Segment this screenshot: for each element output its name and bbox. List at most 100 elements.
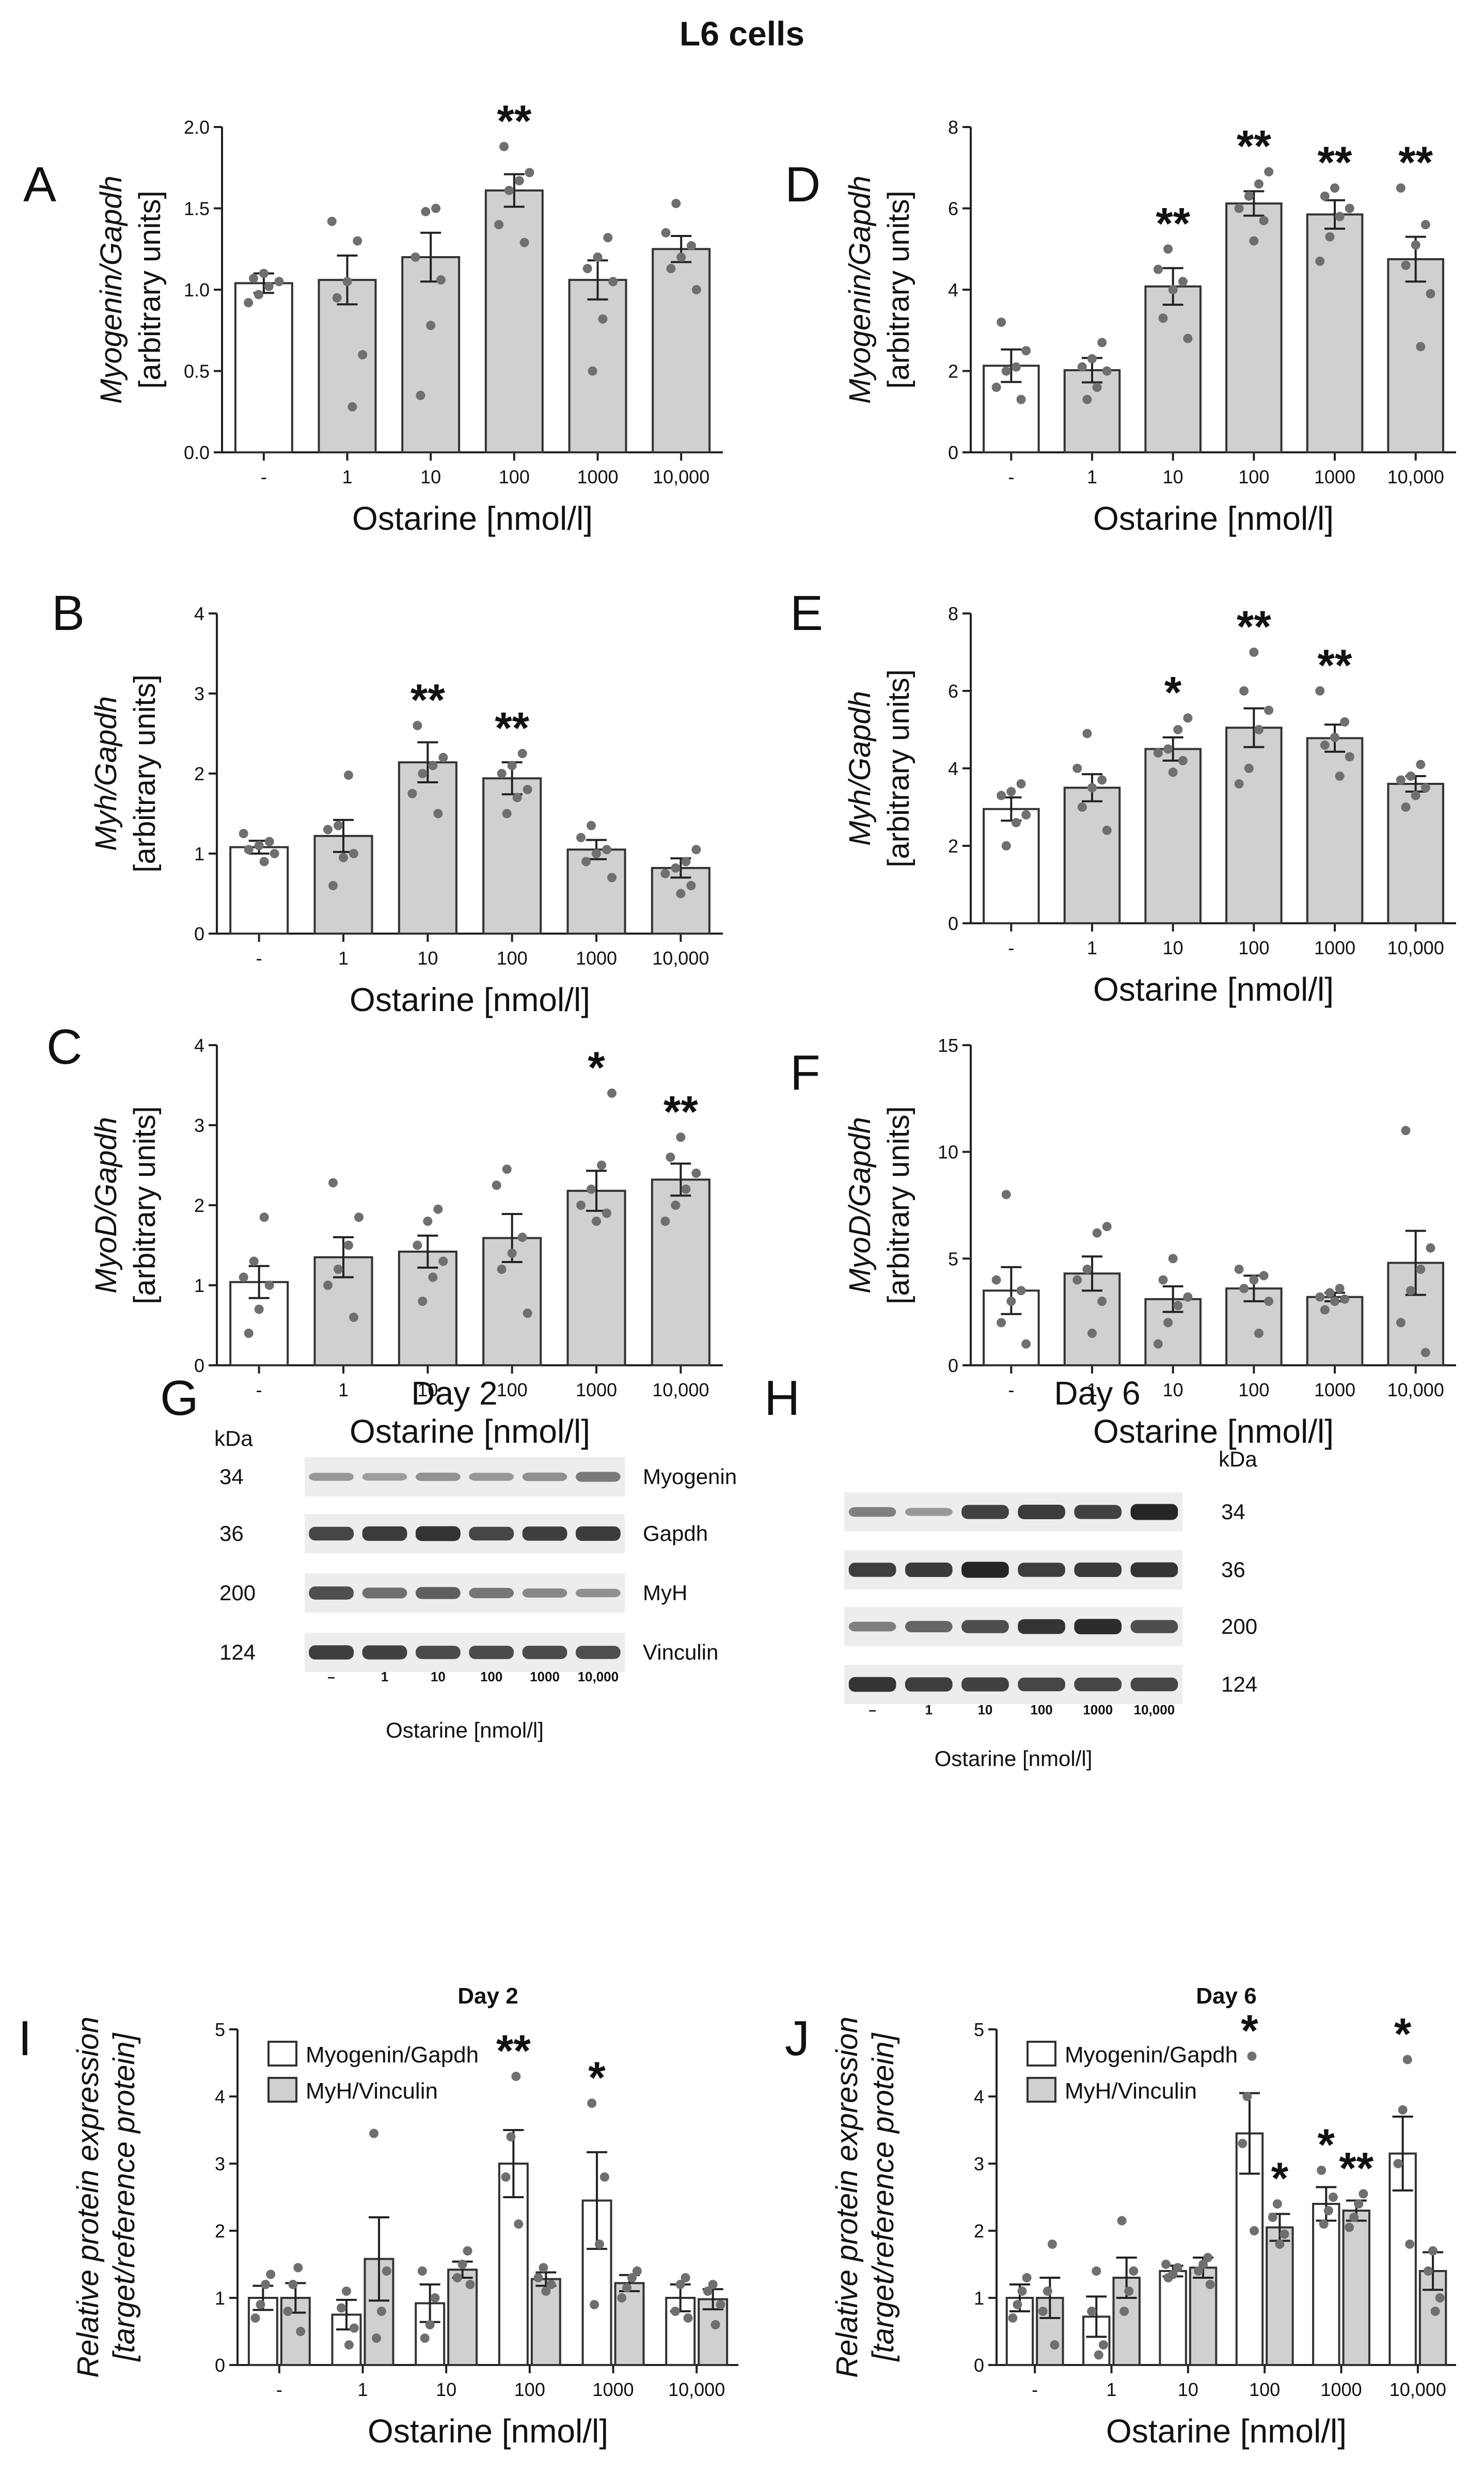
chart-panel-j: 0 1 2 3 4 5 - 1 10 100 1000 10,000 Ostarine [nmol/l]…	[785, 1983, 1456, 2450]
y-axis-units: [arbitrary units]	[882, 191, 915, 389]
data-point	[244, 845, 254, 855]
data-point	[256, 2300, 265, 2309]
data-point	[541, 2287, 551, 2296]
protein-label: Vinculin	[643, 1640, 718, 1664]
data-point	[1345, 2222, 1354, 2232]
data-point	[1205, 2280, 1215, 2289]
data-point	[1038, 2307, 1048, 2316]
blot-band	[848, 1507, 896, 1517]
data-point	[1272, 2199, 1282, 2209]
significance-marker: **	[1398, 138, 1433, 187]
blot-band	[522, 1646, 567, 1659]
x-tick-label: 10	[436, 2379, 456, 2400]
western-blot-g: G Day 2 kDa 34 Myogenin 36 Gapdh 200 MyH 124 Vincu…	[160, 1370, 737, 1742]
bar	[401, 256, 461, 453]
bar	[1159, 2270, 1187, 2366]
data-point	[334, 821, 343, 830]
data-point	[1183, 713, 1193, 723]
data-point	[1097, 1297, 1107, 1306]
legend-label: Myogenin/Gapdh	[306, 2042, 479, 2068]
data-point	[293, 2263, 303, 2273]
data-point	[506, 2132, 516, 2141]
data-point	[1087, 783, 1097, 793]
data-point	[582, 264, 592, 274]
data-point	[413, 721, 422, 730]
data-point	[1430, 2307, 1440, 2316]
data-point	[627, 2273, 637, 2282]
blot-band	[362, 1473, 407, 1481]
lane-label: –	[869, 1702, 876, 1717]
data-point	[517, 1233, 527, 1242]
bar	[398, 761, 457, 935]
data-point	[603, 233, 613, 243]
kda-marker: 34	[219, 1464, 244, 1489]
y-axis-label: MyoD/Gapdh	[843, 1117, 877, 1294]
data-point	[1393, 2159, 1403, 2168]
data-point	[1320, 1305, 1330, 1315]
x-tick-label: -	[256, 948, 262, 969]
data-point	[691, 1169, 701, 1178]
data-point	[991, 1275, 1001, 1285]
blot-band	[848, 1677, 896, 1692]
data-point	[1239, 1284, 1249, 1294]
data-point	[1092, 2266, 1101, 2276]
blot-band	[575, 1472, 621, 1482]
bar	[983, 808, 1040, 924]
y-axis-label: Myogenin/Gapdh	[94, 176, 128, 404]
data-point	[660, 1217, 670, 1226]
data-point	[259, 857, 269, 866]
data-point	[1402, 2055, 1412, 2064]
blot-band	[415, 1472, 461, 1481]
blot-strip	[844, 1665, 1182, 1704]
data-point	[1168, 767, 1178, 777]
data-point	[1158, 1275, 1168, 1285]
data-point	[418, 769, 428, 778]
data-point	[1119, 2307, 1129, 2316]
data-point	[1102, 366, 1112, 376]
data-point	[596, 1160, 606, 1170]
data-point	[337, 2303, 346, 2313]
blot-strip	[305, 1514, 625, 1553]
kda-marker: 124	[219, 1640, 256, 1664]
data-point	[691, 285, 701, 294]
bar	[1306, 213, 1364, 453]
data-point	[436, 275, 446, 285]
x-tick-label: 1000	[1320, 2379, 1362, 2400]
x-tick-label: -	[1008, 466, 1014, 487]
blot-band	[309, 1586, 354, 1600]
panel-label: F	[790, 1045, 820, 1100]
x-axis-label: Ostarine [nmol/l]	[352, 500, 593, 537]
significance-marker: *	[588, 1043, 605, 1093]
blot-band	[905, 1508, 953, 1516]
data-point	[342, 277, 352, 287]
data-point	[1411, 791, 1420, 800]
blot-band	[1018, 1504, 1065, 1520]
data-point	[452, 2273, 462, 2282]
data-point	[1153, 748, 1163, 758]
x-tick-label: 1000	[576, 1379, 617, 1400]
blot-strip	[305, 1633, 625, 1672]
data-point	[349, 1313, 358, 1322]
x-tick-label: 1	[342, 466, 352, 487]
y-tick-label: 8	[948, 603, 958, 624]
data-point	[1193, 2266, 1203, 2276]
data-point	[1401, 1126, 1411, 1136]
data-point	[1354, 2199, 1364, 2209]
data-point	[1401, 260, 1411, 270]
data-point	[1420, 1348, 1430, 1358]
data-point	[270, 849, 279, 858]
chart-panel-c: 0 1 2 3 4 - 1 10 100 1000 10,000 Ostarine [nmol/l] C…	[46, 1019, 723, 1450]
data-point	[433, 1204, 443, 1214]
kda-marker: 34	[1221, 1500, 1245, 1524]
data-point	[1420, 220, 1430, 229]
data-point	[353, 236, 362, 246]
data-point	[264, 281, 274, 291]
lane-label: 1000	[1083, 1702, 1113, 1717]
y-tick-label: 3	[194, 1115, 204, 1136]
data-point	[1244, 191, 1254, 201]
x-tick-label: 10,000	[652, 1379, 709, 1400]
bar	[482, 777, 542, 935]
y-tick-label: 1	[194, 843, 204, 864]
blot-band	[1074, 1619, 1122, 1634]
